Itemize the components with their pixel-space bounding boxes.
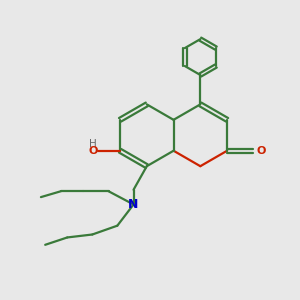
Text: O: O	[257, 146, 266, 156]
Text: O: O	[88, 146, 98, 156]
Text: N: N	[128, 198, 139, 211]
Text: H: H	[89, 139, 97, 149]
